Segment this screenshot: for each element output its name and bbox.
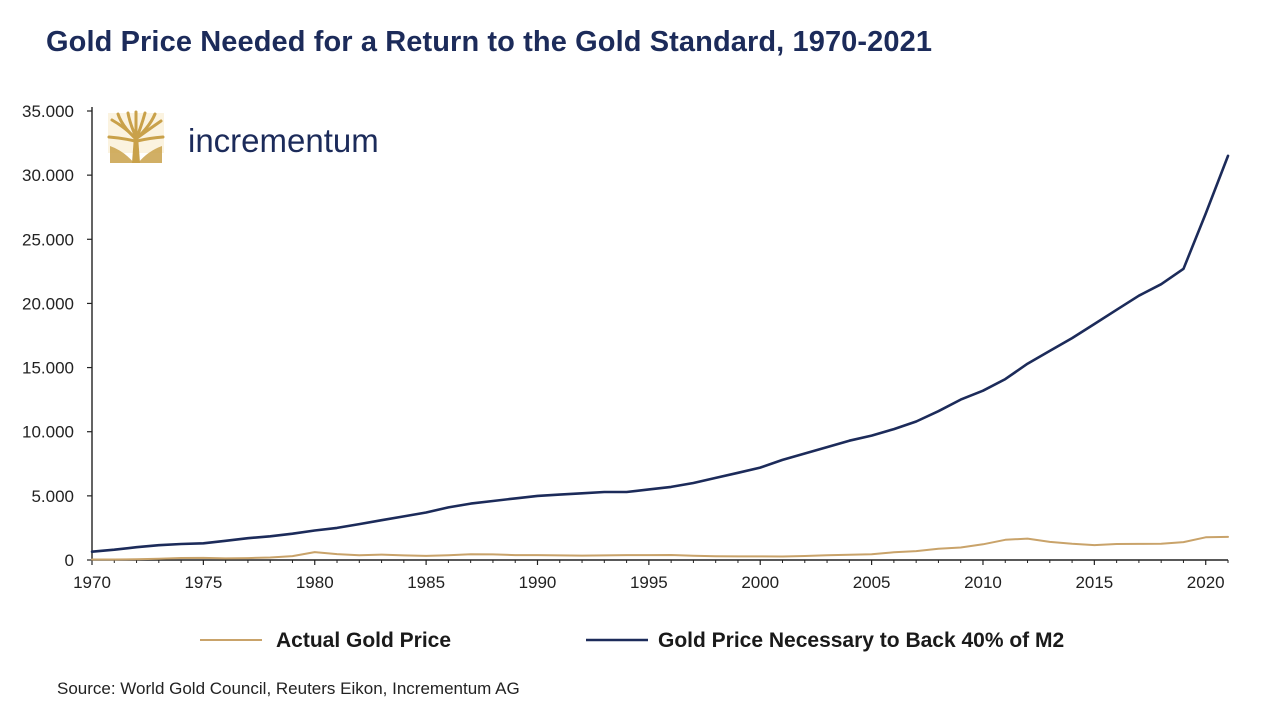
series-line-gold-price-40pct-m2 [90,154,1230,554]
brand-name: incrementum [188,122,379,159]
source-note: Source: World Gold Council, Reuters Eiko… [57,679,520,698]
tree-branch [116,112,137,140]
x-tick-label: 2005 [853,573,891,592]
x-tick-label: 1970 [73,573,111,592]
tree-branch [107,135,137,143]
y-tick-label: 15.000 [22,359,74,378]
y-tick-label: 35.000 [22,102,74,121]
chart-legend: Actual Gold Price Gold Price Necessary to… [200,629,1064,652]
y-tick-label: 10.000 [22,423,74,442]
x-tick-label: 2020 [1187,573,1225,592]
y-tick-label: 25.000 [22,230,74,249]
y-tick-label: 30.000 [22,166,74,185]
x-tick-label: 2010 [964,573,1002,592]
chart-series [90,154,1230,561]
tree-root-right [138,146,162,163]
tree-trunk [132,136,140,163]
tree-branch [135,119,163,140]
incrementum-logo: incrementum [107,110,379,163]
x-tick-label: 1990 [519,573,557,592]
chart-axes: 0 5.000 10.000 15.000 20.000 25.000 30.000 35.0… [22,102,1229,592]
x-tick-label: 1975 [184,573,222,592]
tree-branch [135,135,165,143]
x-tick-label: 1980 [296,573,334,592]
tree-root-left [110,146,134,163]
tree-branch [135,111,147,139]
y-tick-label: 5.000 [31,487,74,506]
series-line-actual-gold-price [91,535,1229,561]
y-tick-label: 20.000 [22,294,74,313]
tree-icon [107,110,165,163]
legend-label-backing: Gold Price Necessary to Back 40% of M2 [658,629,1064,652]
x-tick-label: 2000 [741,573,779,592]
x-tick-label: 1985 [407,573,445,592]
legend-label-actual: Actual Gold Price [276,629,451,652]
x-tick-label: 2015 [1075,573,1113,592]
chart-title: Gold Price Needed for a Return to the Go… [46,26,933,58]
x-tick-label: 1995 [630,573,668,592]
y-tick-label: 0 [65,551,74,570]
